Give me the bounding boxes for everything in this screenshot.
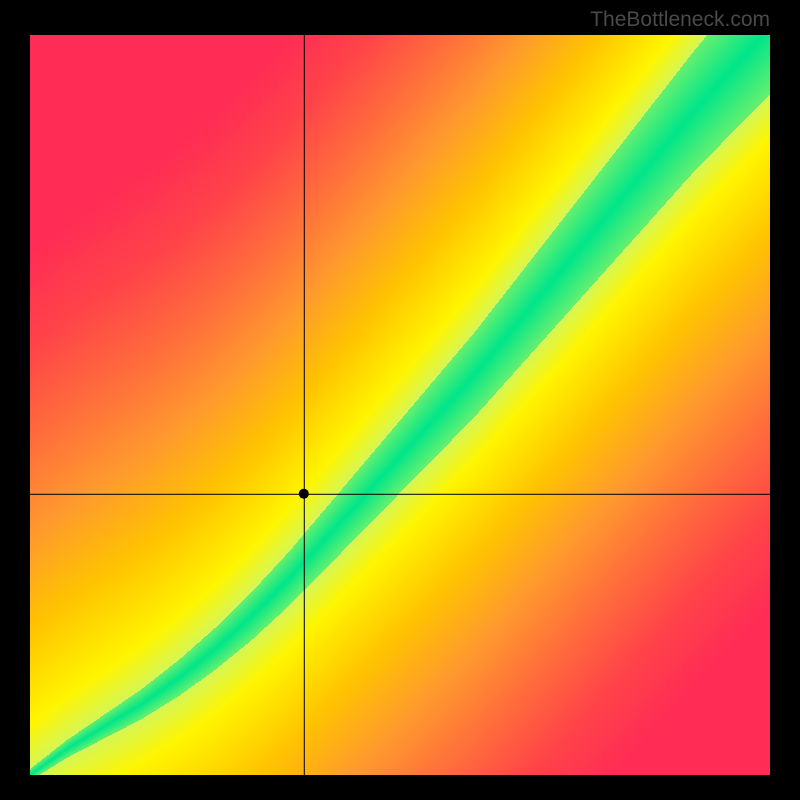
heatmap-canvas	[30, 35, 770, 775]
heatmap-plot	[30, 35, 770, 775]
watermark-text: TheBottleneck.com	[590, 8, 770, 32]
